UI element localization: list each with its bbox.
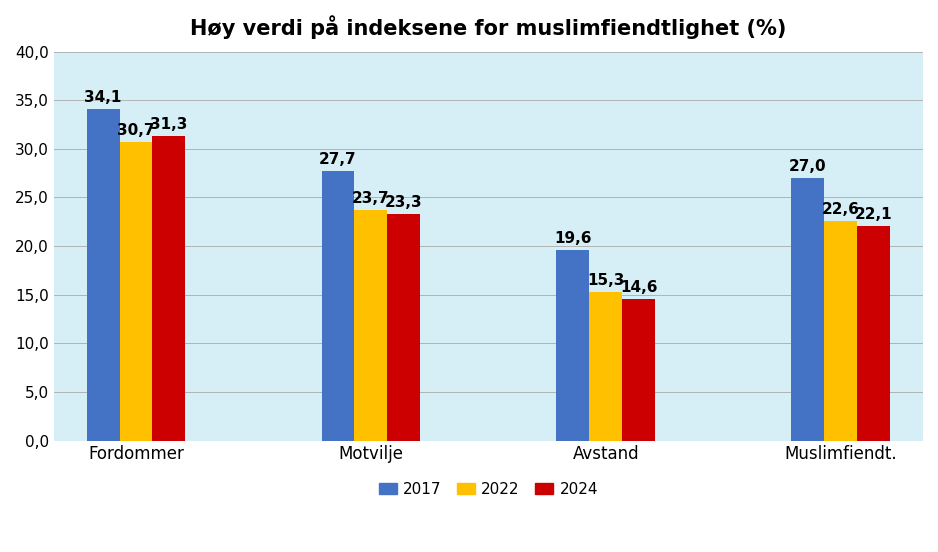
Text: 22,6: 22,6 xyxy=(822,202,860,217)
Bar xyxy=(556,250,589,440)
Bar xyxy=(589,291,622,440)
Bar xyxy=(322,171,355,440)
Bar xyxy=(825,221,857,440)
Bar xyxy=(119,142,152,440)
Text: 14,6: 14,6 xyxy=(620,280,658,295)
Title: Høy verdi på indeksene for muslimfiendtlighet (%): Høy verdi på indeksene for muslimfiendtl… xyxy=(190,15,787,39)
Text: 31,3: 31,3 xyxy=(150,117,188,132)
Text: 22,1: 22,1 xyxy=(855,206,892,222)
Bar xyxy=(86,109,119,440)
Text: 34,1: 34,1 xyxy=(84,90,122,105)
Text: 23,7: 23,7 xyxy=(352,191,389,206)
Legend: 2017, 2022, 2024: 2017, 2022, 2024 xyxy=(372,476,604,503)
Text: 15,3: 15,3 xyxy=(587,273,625,288)
Bar xyxy=(622,299,655,440)
Text: 27,0: 27,0 xyxy=(789,159,826,174)
Text: 30,7: 30,7 xyxy=(117,123,155,138)
Bar xyxy=(387,214,420,440)
Text: 19,6: 19,6 xyxy=(554,231,592,246)
Bar xyxy=(857,226,890,440)
Bar xyxy=(355,210,387,440)
Bar xyxy=(792,178,825,440)
Text: 23,3: 23,3 xyxy=(385,195,423,210)
Text: 27,7: 27,7 xyxy=(319,152,356,167)
Bar xyxy=(152,136,186,440)
